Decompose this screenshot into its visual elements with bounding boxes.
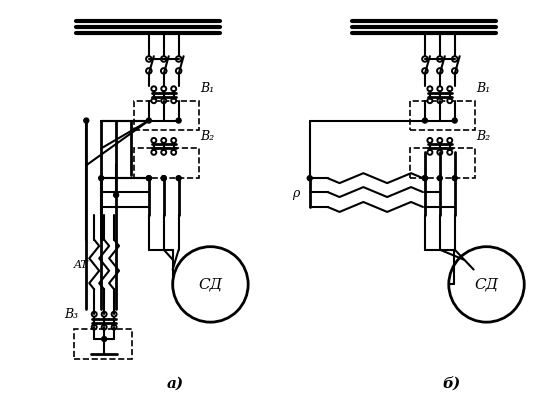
- Circle shape: [449, 247, 524, 322]
- Circle shape: [151, 86, 156, 91]
- Bar: [74, 329, 132, 359]
- Bar: [410, 101, 475, 130]
- Circle shape: [151, 150, 156, 155]
- Circle shape: [173, 247, 248, 322]
- Circle shape: [307, 176, 312, 180]
- Circle shape: [427, 150, 432, 155]
- Circle shape: [102, 312, 106, 317]
- Circle shape: [447, 150, 452, 155]
- Circle shape: [422, 176, 427, 180]
- Circle shape: [147, 176, 151, 180]
- Circle shape: [84, 118, 89, 123]
- Circle shape: [427, 138, 432, 143]
- Circle shape: [437, 176, 443, 180]
- Circle shape: [427, 86, 432, 91]
- Circle shape: [176, 56, 181, 62]
- Circle shape: [112, 325, 117, 330]
- Circle shape: [102, 325, 106, 330]
- Circle shape: [422, 56, 428, 62]
- Circle shape: [176, 68, 181, 74]
- Text: B₃: B₃: [65, 308, 79, 321]
- Circle shape: [437, 150, 443, 155]
- Bar: [134, 148, 199, 178]
- Circle shape: [161, 68, 167, 74]
- Circle shape: [437, 86, 443, 91]
- Circle shape: [151, 138, 156, 143]
- Circle shape: [146, 68, 151, 74]
- Circle shape: [422, 176, 427, 180]
- Bar: [134, 101, 199, 130]
- Circle shape: [112, 312, 117, 317]
- Text: а): а): [167, 377, 184, 391]
- Circle shape: [171, 150, 176, 155]
- Circle shape: [113, 192, 118, 198]
- Circle shape: [161, 86, 166, 91]
- Circle shape: [99, 176, 104, 180]
- Circle shape: [161, 138, 166, 143]
- Circle shape: [422, 118, 427, 123]
- Circle shape: [161, 176, 166, 180]
- Circle shape: [171, 98, 176, 103]
- Circle shape: [151, 98, 156, 103]
- Circle shape: [437, 98, 443, 103]
- Bar: [410, 148, 475, 178]
- Circle shape: [171, 86, 176, 91]
- Text: AT: AT: [73, 259, 88, 269]
- Text: б): б): [443, 377, 461, 391]
- Circle shape: [161, 56, 167, 62]
- Circle shape: [452, 118, 457, 123]
- Circle shape: [176, 176, 181, 180]
- Circle shape: [102, 336, 106, 342]
- Text: СД: СД: [198, 277, 223, 292]
- Circle shape: [146, 56, 151, 62]
- Text: B₁: B₁: [477, 82, 491, 95]
- Circle shape: [422, 68, 428, 74]
- Circle shape: [161, 98, 166, 103]
- Text: B₂: B₂: [200, 130, 214, 143]
- Circle shape: [427, 98, 432, 103]
- Circle shape: [452, 68, 458, 74]
- Circle shape: [161, 176, 166, 180]
- Circle shape: [447, 86, 452, 91]
- Text: B₁: B₁: [200, 82, 214, 95]
- Circle shape: [92, 312, 97, 317]
- Circle shape: [176, 118, 181, 123]
- Circle shape: [452, 56, 458, 62]
- Circle shape: [437, 68, 443, 74]
- Circle shape: [147, 176, 151, 180]
- Circle shape: [147, 118, 151, 123]
- Circle shape: [437, 56, 443, 62]
- Circle shape: [447, 138, 452, 143]
- Text: СД: СД: [475, 277, 498, 292]
- Circle shape: [447, 98, 452, 103]
- Circle shape: [171, 138, 176, 143]
- Text: ρ: ρ: [292, 186, 300, 200]
- Circle shape: [92, 325, 97, 330]
- Circle shape: [161, 150, 166, 155]
- Circle shape: [452, 176, 457, 180]
- Circle shape: [437, 138, 443, 143]
- Text: B₂: B₂: [477, 130, 491, 143]
